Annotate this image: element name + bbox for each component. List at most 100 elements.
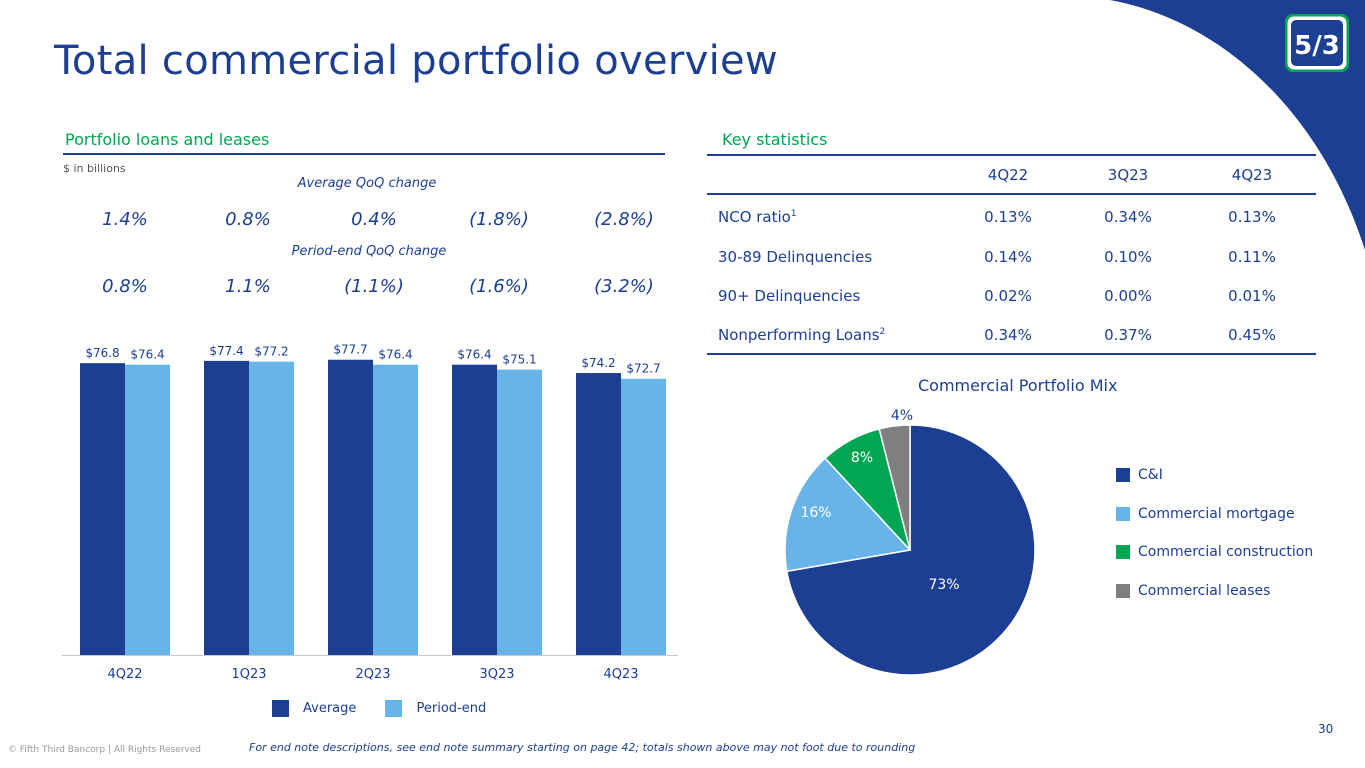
data-label-period-end-1Q23: $77.2 [254, 345, 288, 359]
pie-legend-item: C&I [1116, 467, 1163, 483]
stats-header-rule [707, 193, 1316, 195]
data-label-average-4Q23: $74.2 [581, 356, 615, 370]
pie-label-commercial-mortgage: 16% [800, 505, 831, 521]
fifth-third-logo: 5/3 [1284, 13, 1350, 73]
avg-qoq-label: Average QoQ change [297, 176, 437, 191]
bar-period-end-1Q23 [249, 361, 294, 655]
left-section-rule [63, 153, 665, 155]
legend-period-end-swatch [385, 700, 403, 717]
pie-legend-item: Commercial leases [1116, 583, 1270, 599]
data-label-period-end-4Q23: $72.7 [626, 362, 660, 376]
pie-slice-commercial-mortgage [784, 457, 912, 573]
avg-qoq-value-4: (2.8%) [594, 209, 654, 230]
pe-qoq-value-1: 1.1% [225, 276, 271, 297]
page-title: Total commercial portfolio overview [54, 38, 778, 84]
legend-average-swatch [272, 700, 289, 717]
bar-period-end-2Q23 [373, 364, 418, 655]
stats-cell: 0.11% [1228, 248, 1276, 266]
bar-period-end-4Q23 [621, 378, 666, 655]
stats-bottom-rule [707, 353, 1316, 355]
bar-legend: Average Period-end [272, 700, 486, 721]
stats-cell: 0.34% [1104, 208, 1152, 226]
bar-chart: $76.8 $76.4 4Q22 $77.4 $77.2 1Q23 $77.7 $76.4 2Q… [62, 343, 678, 682]
copyright: © Fifth Third Bancorp | All Rights Reser… [8, 745, 201, 755]
legend-average-label: Average [303, 701, 357, 716]
stats-cell: 0.13% [984, 208, 1032, 226]
data-label-average-2Q23: $77.7 [333, 343, 367, 357]
stats-cell: 0.37% [1104, 326, 1152, 344]
pie-label-c-i: 73% [928, 577, 959, 593]
stats-cell: 0.13% [1228, 208, 1276, 226]
avg-qoq-value-1: 0.8% [225, 209, 271, 230]
stats-cell: 0.14% [984, 248, 1032, 266]
stats-row-label: 30-89 Delinquencies [718, 248, 872, 266]
pie-label-commercial-leases: 4% [891, 408, 913, 424]
x-tick-2Q23: 2Q23 [355, 667, 390, 682]
stats-cell: 0.00% [1104, 287, 1152, 305]
stats-cell: 0.34% [984, 326, 1032, 344]
stats-cell: 0.02% [984, 287, 1032, 305]
pie-legend-swatch [1116, 545, 1130, 559]
pie-chart: 73% 16% 8% 4% [784, 408, 1036, 676]
stats-col-header-4Q22: 4Q22 [987, 166, 1029, 184]
pie-legend-item: Commercial mortgage [1116, 506, 1295, 522]
footnote-marker: 2 [879, 327, 886, 337]
pie-legend-swatch [1116, 468, 1130, 482]
pie-label-commercial-construction: 8% [851, 450, 873, 466]
legend-average: Average [272, 700, 356, 717]
pie-legend-label: Commercial construction [1138, 544, 1314, 560]
x-tick-4Q23: 4Q23 [603, 667, 638, 682]
bar-period-end-4Q22 [125, 364, 170, 655]
legend-period-end: Period-end [385, 700, 486, 717]
logo-text: 5/3 [1294, 31, 1340, 61]
stats-row-label: Nonperforming Loans2 [718, 326, 885, 344]
legend-period-end-label: Period-end [416, 701, 487, 716]
bar-average-2Q23 [328, 359, 373, 655]
stats-row-label: NCO ratio1 [718, 208, 797, 226]
stats-row-label-text: 90+ Delinquencies [718, 287, 861, 305]
stats-row-label-text: 30-89 Delinquencies [718, 248, 873, 266]
stats-cell: 0.45% [1228, 326, 1276, 344]
bar-average-4Q23 [576, 373, 621, 655]
data-label-average-3Q23: $76.4 [457, 348, 491, 362]
data-label-period-end-3Q23: $75.1 [502, 353, 536, 367]
right-section-title: Key statistics [722, 130, 828, 149]
left-section-title: Portfolio loans and leases [65, 130, 270, 149]
pie-legend-swatch [1116, 507, 1130, 521]
pie-legend-item: Commercial construction [1116, 544, 1313, 560]
data-label-period-end-4Q22: $76.4 [130, 348, 164, 362]
footnote: For end note descriptions, see end note … [249, 741, 916, 754]
stats-row-label-text: Nonperforming Loans [718, 326, 880, 344]
pie-legend-swatch [1116, 584, 1130, 598]
stats-cell: 0.10% [1104, 248, 1152, 266]
data-label-average-1Q23: $77.4 [209, 344, 243, 358]
avg-qoq-value-2: 0.4% [351, 209, 397, 230]
x-tick-4Q22: 4Q22 [107, 667, 142, 682]
bar-average-4Q22 [80, 363, 125, 655]
data-label-period-end-2Q23: $76.4 [378, 348, 412, 362]
footnote-marker: 1 [790, 209, 797, 219]
pe-qoq-value-2: (1.1%) [344, 276, 404, 297]
pie-legend-label: C&I [1138, 467, 1163, 483]
units-note: $ in billions [63, 162, 126, 175]
x-tick-3Q23: 3Q23 [479, 667, 514, 682]
stats-col-header-4Q23: 4Q23 [1231, 166, 1273, 184]
data-label-average-4Q22: $76.8 [85, 346, 119, 360]
avg-qoq-value-0: 1.4% [102, 209, 148, 230]
pie-title: Commercial Portfolio Mix [918, 376, 1118, 395]
x-tick-1Q23: 1Q23 [231, 667, 266, 682]
bar-period-end-3Q23 [497, 369, 542, 655]
bar-average-3Q23 [452, 364, 497, 655]
pe-qoq-value-4: (3.2%) [594, 276, 654, 297]
pie-slice-commercial-leases [878, 424, 911, 551]
stats-row-label: 90+ Delinquencies [718, 287, 860, 305]
avg-qoq-value-3: (1.8%) [469, 209, 529, 230]
pe-qoq-label: Period-end QoQ change [291, 244, 447, 259]
pie-legend-label: Commercial mortgage [1138, 506, 1295, 522]
stats-cell: 0.01% [1228, 287, 1276, 305]
pe-qoq-value-0: 0.8% [102, 276, 148, 297]
stats-top-rule [707, 154, 1316, 156]
stats-col-header-3Q23: 3Q23 [1107, 166, 1149, 184]
stats-row-label-text: NCO ratio [718, 208, 791, 226]
bar-average-1Q23 [204, 360, 249, 655]
